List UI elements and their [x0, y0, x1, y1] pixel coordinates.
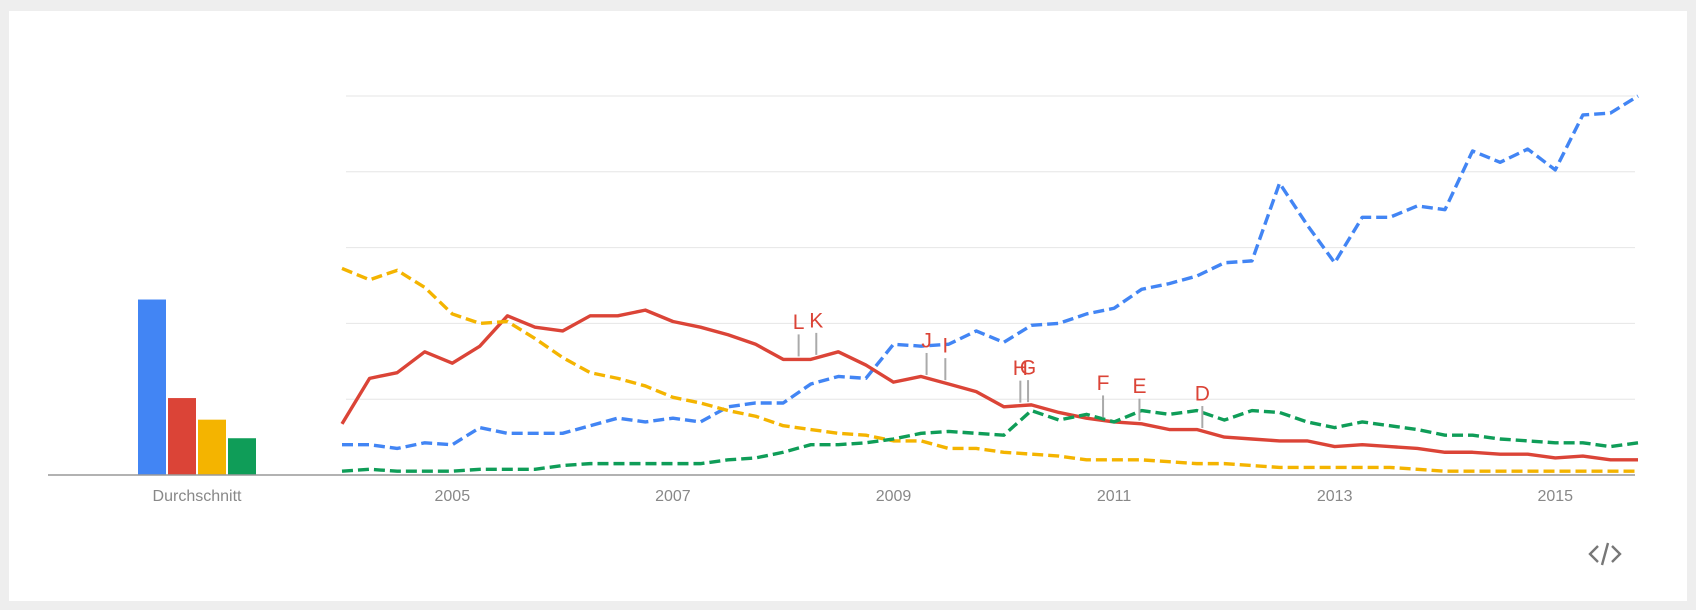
x-tick-label: 2011 [1097, 488, 1132, 505]
bar [138, 299, 166, 475]
x-tick-label: 2005 [435, 488, 471, 505]
bar [168, 398, 196, 475]
x-tick-label: 2015 [1537, 488, 1573, 505]
x-tick-label: Durchschnitt [153, 488, 242, 505]
annotation-label: H [1013, 357, 1028, 380]
embed-icon[interactable] [1588, 542, 1622, 566]
annotation-label: G [1020, 357, 1036, 380]
line-series [340, 308, 1638, 462]
line-series [342, 94, 1639, 451]
embed-bracket-left [1588, 545, 1599, 563]
annotation-label: F [1097, 372, 1110, 395]
annotation-label: L [793, 311, 805, 334]
line-series [341, 408, 1639, 473]
x-tick-label: 2007 [655, 488, 691, 505]
card [9, 11, 1687, 601]
bar [228, 438, 256, 475]
annotation-label: J [921, 330, 932, 353]
line-series [341, 266, 1638, 473]
bar [198, 419, 226, 475]
x-tick-label: 2009 [876, 488, 912, 505]
annotation-label: I [942, 335, 948, 358]
embed-bracket-right [1611, 545, 1622, 563]
annotation-label: K [809, 309, 823, 332]
embed-slash [1600, 542, 1610, 566]
annotation-label: D [1195, 383, 1210, 406]
x-tick-label: 2013 [1317, 488, 1353, 505]
annotation-label: E [1132, 375, 1146, 398]
